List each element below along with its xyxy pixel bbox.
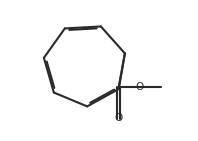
Text: O: O <box>136 82 144 92</box>
Text: O: O <box>115 113 123 123</box>
